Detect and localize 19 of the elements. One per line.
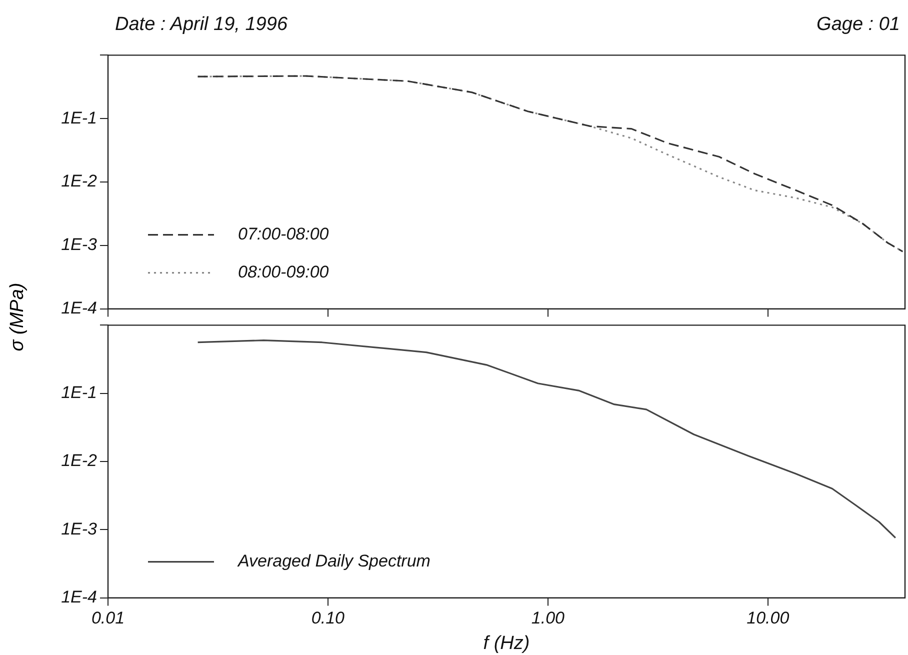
chart-title: Date : April 19, 1996 [115, 14, 288, 36]
x-tick-label: 0.10 [311, 608, 346, 628]
y-tick-label: 1E-3 [61, 235, 98, 254]
legend-label: 08:00-09:00 [238, 262, 330, 282]
y-tick-label: 1E-2 [61, 172, 98, 191]
text: Gage : 01 [816, 14, 900, 36]
y-tick-label: 1E-4 [61, 588, 97, 607]
y-tick-label: 1E-1 [61, 108, 97, 128]
y-tick-label: 1E-1 [61, 383, 97, 402]
y-tick-label: 1E-2 [61, 451, 98, 470]
x-tick-label: 0.01 [91, 608, 125, 628]
legend-label: Averaged Daily Spectrum [237, 552, 430, 571]
x-tick-label: 1.00 [531, 608, 566, 628]
x-axis-title: f (Hz) [483, 632, 530, 654]
y-axis-title: σ (MPa) [7, 282, 29, 352]
y-tick-label: 1E-4 [61, 298, 97, 318]
y-tick-label: 1E-3 [61, 519, 98, 538]
legend-label: 07:00-08:00 [238, 224, 330, 244]
x-tick-label: 10.00 [746, 608, 790, 628]
